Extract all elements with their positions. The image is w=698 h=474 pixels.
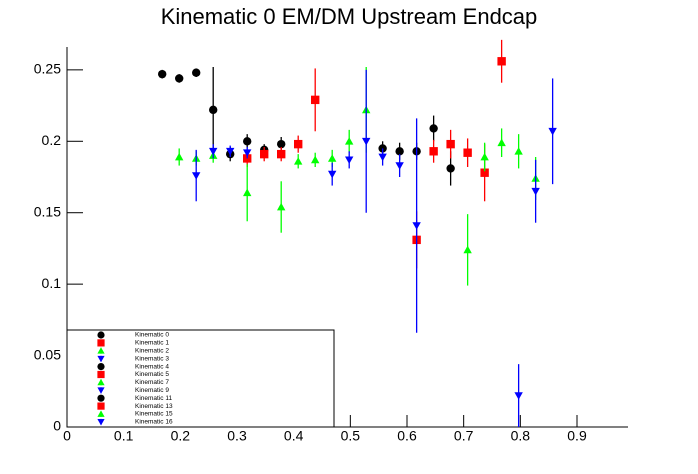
point xyxy=(311,155,320,164)
chart-title: Kinematic 0 EM/DM Upstream Endcap xyxy=(161,4,538,29)
legend-label: Kinematic 15 xyxy=(135,411,173,418)
point xyxy=(480,168,489,177)
legend-label: Kinematic 13 xyxy=(135,403,173,410)
legend-label: Kinematic 9 xyxy=(135,387,169,394)
legend-box xyxy=(66,329,335,428)
x-tick-label: 0 xyxy=(63,428,71,444)
point xyxy=(192,172,201,180)
legend-label: Kinematic 0 xyxy=(135,332,169,339)
point xyxy=(311,95,320,105)
point xyxy=(446,164,455,173)
point xyxy=(277,202,286,211)
point xyxy=(429,147,438,156)
point xyxy=(497,138,506,147)
x-tick-label: 0.8 xyxy=(511,428,531,444)
point xyxy=(497,57,506,66)
point xyxy=(429,124,438,133)
legend-marker xyxy=(97,394,105,402)
point xyxy=(328,170,337,179)
point xyxy=(226,147,235,156)
legend-marker xyxy=(97,387,105,394)
point xyxy=(463,148,472,157)
point xyxy=(243,137,252,146)
x-tick-label: 0.7 xyxy=(454,428,474,444)
point xyxy=(395,147,404,156)
point xyxy=(243,188,252,197)
y-tick-label: 0.05 xyxy=(34,346,61,362)
y-tick-label: 0 xyxy=(53,418,61,434)
x-tick-label: 0.5 xyxy=(341,428,361,444)
point xyxy=(277,139,286,149)
point xyxy=(463,245,472,254)
legend-marker xyxy=(97,378,105,386)
point xyxy=(294,157,303,165)
point xyxy=(446,139,455,149)
legend-marker xyxy=(97,419,105,426)
x-tick-label: 0.3 xyxy=(227,428,247,444)
point xyxy=(531,187,540,196)
point xyxy=(514,147,523,155)
point xyxy=(328,154,337,162)
legend-marker xyxy=(97,355,105,363)
legend-marker xyxy=(97,370,105,379)
point xyxy=(243,149,252,157)
legend-label: Kinematic 16 xyxy=(135,419,173,426)
point xyxy=(412,222,421,230)
x-tick-label: 0.6 xyxy=(397,428,417,444)
legend-label: Kinematic 7 xyxy=(135,379,169,386)
x-tick-label: 0.1 xyxy=(114,428,134,444)
point xyxy=(192,68,201,77)
legend-marker xyxy=(97,339,105,347)
point xyxy=(260,149,269,159)
point xyxy=(175,152,184,161)
legend-label: Kinematic 3 xyxy=(135,355,169,362)
point xyxy=(480,152,489,161)
point xyxy=(277,149,286,159)
legend-marker xyxy=(97,347,105,354)
legend-label: Kinematic 11 xyxy=(135,395,172,402)
point xyxy=(514,392,523,400)
legend-marker xyxy=(97,331,105,339)
point xyxy=(548,127,557,136)
legend-marker xyxy=(97,410,105,417)
legend-label: Kinematic 5 xyxy=(135,371,169,378)
legend-label: Kinematic 2 xyxy=(135,348,169,355)
point xyxy=(378,153,387,162)
x-tick-label: 0.4 xyxy=(284,428,304,444)
point xyxy=(158,69,167,79)
point xyxy=(362,137,371,146)
point xyxy=(345,156,354,165)
point xyxy=(209,105,218,115)
point xyxy=(209,147,218,156)
point xyxy=(175,74,184,83)
x-tick-label: 0.9 xyxy=(567,428,587,444)
y-tick-label: 0.25 xyxy=(34,61,61,77)
point xyxy=(395,162,404,170)
legend-marker xyxy=(97,402,105,410)
legend-label: Kinematic 4 xyxy=(135,363,169,370)
point xyxy=(294,139,303,149)
y-tick-label: 0.2 xyxy=(42,132,62,148)
point xyxy=(345,137,354,145)
x-tick-label: 0.2 xyxy=(171,428,191,444)
legend-marker xyxy=(97,363,105,371)
legend-label: Kinematic 1 xyxy=(135,340,169,347)
y-tick-label: 0.15 xyxy=(34,203,61,219)
y-tick-label: 0.1 xyxy=(42,275,62,291)
